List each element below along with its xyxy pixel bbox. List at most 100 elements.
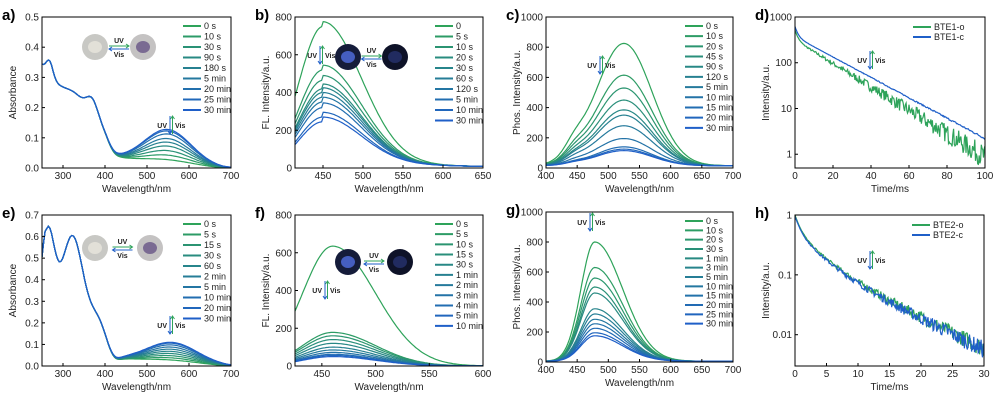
x-tick-label: 400 <box>97 171 114 182</box>
series-line-BTE2-c <box>795 216 984 358</box>
x-tick-label: 500 <box>355 171 372 182</box>
y-tick-label: 10 <box>781 104 793 115</box>
arrow-down-head-icon <box>597 70 603 75</box>
legend-entry: 10 s <box>456 239 474 249</box>
vis-label: Vis <box>330 288 340 295</box>
legend-entry: 1 min <box>706 253 728 263</box>
series-line-0 s <box>42 225 231 366</box>
legend-entry: 10 s <box>706 31 724 41</box>
legend-entry: BTE2-c <box>933 230 964 240</box>
x-tick-label: 600 <box>475 369 492 380</box>
series-line-BTE1-c <box>795 26 985 140</box>
x-tick-label: 450 <box>315 171 332 182</box>
y-axis-label: FL. Intensity/a.u. <box>261 254 272 328</box>
legend-entry: 30 s <box>456 63 474 73</box>
crystal-icon <box>136 41 150 53</box>
arrow-down-head-icon <box>587 227 593 232</box>
x-tick-label: 300 <box>55 369 72 380</box>
legend-entry: 2 min <box>204 272 226 282</box>
x-tick-label: 550 <box>395 171 412 182</box>
arrow-left-head-icon <box>363 261 368 267</box>
x-tick-label: 25 <box>947 369 959 380</box>
series-line-0 s <box>295 245 483 366</box>
legend-entry: 30 s <box>204 251 222 261</box>
legend-entry: 90 s <box>204 53 222 63</box>
panel-label: a) <box>2 7 15 24</box>
legend-entry: 25 min <box>706 309 733 319</box>
y-tick-label: 600 <box>526 268 543 279</box>
x-tick-label: 300 <box>55 171 72 182</box>
axes-frame <box>294 214 484 367</box>
series-line-10 min <box>42 225 231 366</box>
x-tick-label: 400 <box>538 171 555 182</box>
y-tick-label: 0.1 <box>778 270 792 281</box>
legend-entry: 5 min <box>456 311 478 321</box>
legend-entry: 5 min <box>456 95 478 105</box>
legend-entry: 10 min <box>706 92 733 102</box>
crystal-icon <box>88 41 102 53</box>
plot-area <box>795 26 985 166</box>
vis-label: Vis <box>175 323 185 330</box>
vis-label: Vis <box>366 62 376 69</box>
x-tick-label: 100 <box>977 171 994 182</box>
legend-entry: 0 s <box>706 21 719 31</box>
panel-b: b) 450 500 550 600 650 0 200 400 600 800 Wavelength… <box>255 7 492 195</box>
x-tick-label: 450 <box>569 171 586 182</box>
x-tick-label: 80 <box>941 171 953 182</box>
crystal-icon <box>88 242 102 254</box>
legend-entry: 0 s <box>706 216 719 226</box>
inset-photos: UV Vis <box>335 249 413 275</box>
x-tick-label: 650 <box>693 171 710 182</box>
legend-entry: 5 s <box>456 32 469 42</box>
legend-entry: 10 s <box>456 42 474 52</box>
x-tick-label: 10 <box>852 369 864 380</box>
legend-entry: 10 min <box>706 281 733 291</box>
vis-label: Vis <box>175 123 185 130</box>
legend-entry: 5 min <box>204 74 226 84</box>
legend-entry: 5 min <box>204 282 226 292</box>
inset-photos: UV Vis <box>82 34 156 60</box>
legend-entry: 30 s <box>204 42 222 52</box>
x-tick-label: 700 <box>725 365 742 376</box>
x-tick-label: 600 <box>662 171 679 182</box>
uv-label: UV <box>312 288 322 295</box>
legend-entry: BTE1-c <box>934 32 965 42</box>
arrow-up-head-icon <box>870 250 875 255</box>
panel-d: d) 0 20 40 60 80 100 1 10 100 1000 Time/ms Intensity… <box>755 7 994 195</box>
series-line-BTE1-o <box>795 29 985 166</box>
panel-label: d) <box>755 7 769 24</box>
legend-entry: 20 s <box>706 41 724 51</box>
legend-entry: 3 min <box>706 263 728 273</box>
arrow-up-head-icon <box>870 50 875 55</box>
uv-vis-annotation: UV Vis <box>857 250 885 270</box>
panel-f: f) 450 500 550 600 0 200 400 600 800 Wavelength/nm… <box>255 205 492 393</box>
legend-entry: 20 min <box>204 303 231 313</box>
y-axis-label: Absorbance <box>8 263 19 317</box>
y-tick-label: 0 <box>537 358 543 369</box>
uv-vis-annotation: UV Vis <box>312 280 340 300</box>
series-line-2 min <box>42 225 231 366</box>
series-line-20 min <box>42 225 231 366</box>
y-tick-label: 0.4 <box>25 275 39 286</box>
legend-entry: 10 min <box>456 105 483 115</box>
axes-frame <box>545 16 734 169</box>
series-line-30 s <box>42 225 231 366</box>
legend-entry: 5 s <box>204 230 217 240</box>
legend-entry: 3 min <box>456 290 478 300</box>
uv-label: UV <box>157 323 167 330</box>
series-line-15 s <box>42 225 231 366</box>
legend-entry: 5 min <box>706 272 728 282</box>
panel-a: a) 300 400 500 600 700 0.0 0.1 0.2 0.3 0.4 0.5 Wavel… <box>2 7 240 195</box>
x-tick-label: 400 <box>97 369 114 380</box>
x-tick-label: 500 <box>139 171 156 182</box>
y-tick-label: 1000 <box>521 13 544 24</box>
y-axis-label: Absorbance <box>8 65 19 119</box>
x-tick-label: 0 <box>792 171 798 182</box>
x-tick-label: 600 <box>662 365 679 376</box>
legend-entry: 10 s <box>706 225 724 235</box>
legend-entry: 60 s <box>456 74 474 84</box>
x-tick-label: 600 <box>181 369 198 380</box>
x-axis-label: Time/ms <box>871 184 909 195</box>
